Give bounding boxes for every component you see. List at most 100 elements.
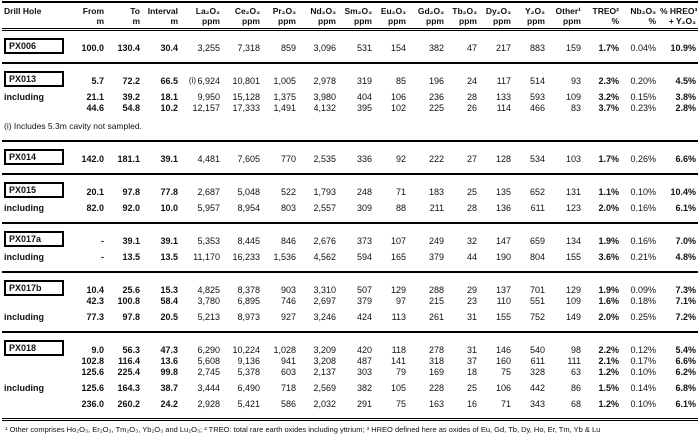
cell-pr2o3: 859 xyxy=(280,43,296,53)
cell-eu2o3: 88 xyxy=(395,203,406,213)
cell-eu2o3: 165 xyxy=(390,252,406,262)
cell-eu2o3: 105 xyxy=(390,383,406,393)
drill-hole-box: PX018 xyxy=(4,340,64,356)
cell-nd2o3: 2,978 xyxy=(313,76,336,86)
drill-hole-section: PX017a - 39.1 39.1 5,353 8,445 846 2,676 373 107 2… xyxy=(2,223,698,272)
nb2o5-cell: 0.25% xyxy=(630,312,656,322)
cell-dy2o3: 135 xyxy=(495,187,511,197)
interval-value: 13.5 xyxy=(160,252,178,262)
nb2o5-cell: 0.17% xyxy=(630,356,656,366)
cell-la2o3: 2,928 xyxy=(197,399,220,409)
cell-y2o3: 701 xyxy=(529,285,545,295)
table-row: including - 13.5 13.5 11,170 16,233 1,536 4,562… xyxy=(2,252,698,272)
including-label: including xyxy=(4,383,44,393)
cell-other: 109 xyxy=(565,296,581,306)
cell-dy2o3: 71 xyxy=(500,399,511,409)
treo-cell: 2.3% xyxy=(598,76,619,86)
cell-other: 159 xyxy=(565,43,581,53)
from-cell: 102.8 xyxy=(81,356,104,366)
table-row: including 77.3 97.8 20.5 5,213 8,973 927 3,246 4… xyxy=(2,312,698,332)
to-cell: 260.2 xyxy=(117,399,140,409)
to-cell: 54.8 xyxy=(122,103,140,113)
hole-cell xyxy=(2,367,64,378)
col-unit-5: ppm xyxy=(242,16,260,26)
nb2o5-cell: 0.16% xyxy=(630,203,656,213)
cell-sm2o3: 382 xyxy=(356,383,372,393)
cell-la2o3: 11,170 xyxy=(193,252,220,262)
hreo-cell: 6.1% xyxy=(675,203,696,213)
cell-ce2o3: 8,973 xyxy=(237,312,260,322)
cell-y2o3: 540 xyxy=(529,345,545,355)
cell-sm2o3: 594 xyxy=(356,252,372,262)
cell-eu2o3: 154 xyxy=(390,43,406,53)
cell-other: 129 xyxy=(565,285,581,295)
including-label: including xyxy=(4,252,44,262)
cell-other: 134 xyxy=(565,236,581,246)
interval-cell: 30.4 xyxy=(142,30,180,64)
interval-value: 10.2 xyxy=(160,103,178,113)
hole-cell: PX014 xyxy=(2,141,64,174)
treo-cell: 1.9% xyxy=(598,285,619,295)
col-unit-14: ppm xyxy=(563,16,581,26)
to-cell: 39.1 xyxy=(122,236,140,246)
treo-cell: 1.1% xyxy=(598,187,619,197)
cell-la2o3: 9,950 xyxy=(197,92,220,102)
interval-value: 10.0 xyxy=(160,203,178,213)
table-header: Drill Hole From To Interval La₂O₃ Ce₂O₃ Pr₂O₃ N… xyxy=(2,2,698,30)
hole-cell: including xyxy=(2,252,64,272)
treo-cell: 1.7% xyxy=(598,154,619,164)
col-header-other: Other¹ xyxy=(555,6,582,16)
to-cell: 97.8 xyxy=(122,312,140,322)
drill-hole-box: PX013 xyxy=(4,71,64,87)
cell-eu2o3: 85 xyxy=(395,76,406,86)
drill-hole-section: PX014 142.0 181.1 39.1 4,481 7,605 770 2,535 336… xyxy=(2,141,698,174)
including-label: including xyxy=(4,312,44,322)
hreo-cell: 7.1% xyxy=(675,296,696,306)
table-row: including 82.0 92.0 10.0 5,957 8,954 803 2,557 3… xyxy=(2,203,698,223)
nb2o5-cell: 0.10% xyxy=(630,367,656,377)
col-header-sm2o3: Sm₂O₃ xyxy=(344,6,372,16)
interval-value: 20.5 xyxy=(160,312,178,322)
cell-eu2o3: 71 xyxy=(395,187,406,197)
table-row: PX018 9.0 56.3 47.3 6,290 10,224 1,028 3,209 420… xyxy=(2,332,698,356)
cell-gd2o3: 261 xyxy=(428,312,444,322)
cell-dy2o3: 114 xyxy=(496,103,511,113)
cell-tb2o3: 25 xyxy=(466,383,477,393)
cell-la2o3: 4,825 xyxy=(197,285,220,295)
cell-sm2o3: 404 xyxy=(356,92,372,102)
from-cell: 77.3 xyxy=(86,312,104,322)
cell-eu2o3: 97 xyxy=(395,296,406,306)
to-cell: 130.4 xyxy=(117,43,140,53)
cell-sm2o3: 309 xyxy=(356,203,372,213)
col-header-treo: TREO² xyxy=(592,6,619,16)
cell-nd2o3: 1,793 xyxy=(313,187,336,197)
from-cell: 44.6 xyxy=(86,103,104,113)
interval-value: 77.8 xyxy=(160,187,178,197)
treo-cell: 2.0% xyxy=(598,312,619,322)
cell-nd2o3: 3,208 xyxy=(313,356,336,366)
interval-cell: 20.5 xyxy=(142,312,180,332)
hreo-cell: 7.2% xyxy=(675,312,696,322)
treo-cell: 2.1% xyxy=(598,356,619,366)
cell-eu2o3: 102 xyxy=(390,103,406,113)
col-unit-0 xyxy=(2,16,64,30)
cell-tb2o3: 31 xyxy=(466,312,477,322)
cell-dy2o3: 110 xyxy=(496,296,511,306)
cell-sm2o3: 319 xyxy=(356,76,372,86)
cell-nd2o3: 3,310 xyxy=(313,285,336,295)
cell-tb2o3: 24 xyxy=(466,76,477,86)
col-unit-17: + Y₂O₃ xyxy=(668,16,696,26)
interval-cell: 77.8 xyxy=(142,174,180,198)
treo-cell: 2.2% xyxy=(598,345,619,355)
including-label: including xyxy=(4,92,44,102)
hreo-cell: 6.6% xyxy=(675,154,696,164)
cell-dy2o3: 137 xyxy=(495,285,511,295)
nb2o5-cell: 0.09% xyxy=(630,285,656,295)
nb2o5-cell: 0.16% xyxy=(630,236,656,246)
cell-gd2o3: 211 xyxy=(429,203,444,213)
cell-gd2o3: 225 xyxy=(428,103,444,113)
col-header-hreo: % HREO³ xyxy=(660,6,698,16)
cell-eu2o3: 118 xyxy=(391,345,406,355)
cell-other: 93 xyxy=(570,76,581,86)
